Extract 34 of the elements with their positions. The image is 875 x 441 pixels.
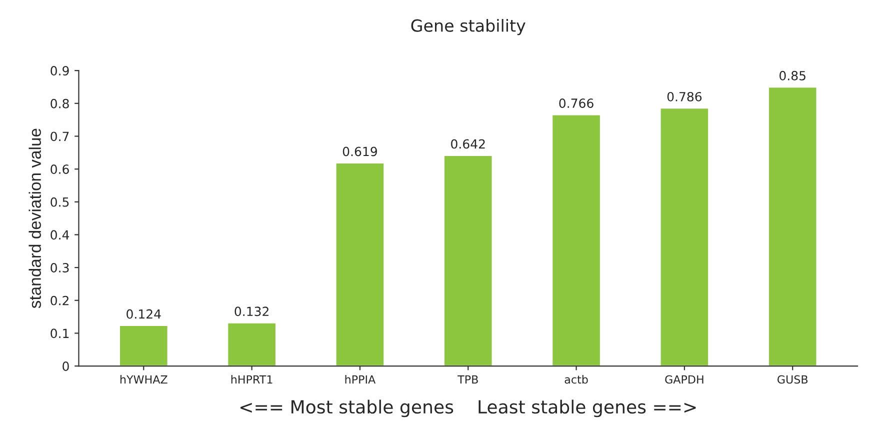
y-tick-label: 0.3 (50, 263, 69, 272)
y-tick-label: 0.7 (50, 132, 69, 142)
y-tick-label: 0.8 (50, 98, 69, 108)
bar (334, 162, 385, 366)
bar (659, 107, 710, 366)
data-label: 0.766 (559, 98, 594, 108)
data-label: 0.132 (234, 306, 268, 316)
x-tick-label: hYWHAZ (120, 375, 168, 384)
x-tick-label: GUSB (778, 375, 808, 384)
bar (768, 86, 818, 366)
y-tick-label: 0.9 (50, 66, 69, 76)
data-label: 0.85 (780, 70, 806, 80)
x-tick-label: hPPIA (345, 375, 376, 384)
y-axis-title: standard deviation value (28, 128, 41, 308)
x-axis-title: <== Most stable genes Least stable genes ==> (240, 400, 696, 418)
x-tick-label: TPB (458, 375, 478, 384)
x-tick-label: actb (564, 375, 588, 384)
data-label: 0.619 (342, 146, 377, 156)
x-tick-label: GAPDH (665, 375, 704, 384)
bar (443, 154, 494, 366)
y-tick-label: 0.2 (50, 296, 68, 306)
bar (551, 114, 602, 366)
chart-title: Gene stability (411, 19, 526, 36)
bar (226, 322, 277, 366)
y-tick-label: 0.5 (50, 197, 69, 207)
bar (118, 324, 169, 366)
y-tick-label: 0.4 (50, 230, 70, 240)
y-tick-label: 0 (62, 362, 69, 371)
data-label: 0.642 (451, 139, 485, 149)
data-label: 0.786 (667, 92, 702, 102)
y-tick-label: 0.1 (50, 328, 69, 338)
y-tick-label: 0.6 (50, 164, 69, 174)
x-tick-label: hHPRT1 (231, 375, 272, 384)
data-label: 0.124 (126, 309, 161, 319)
